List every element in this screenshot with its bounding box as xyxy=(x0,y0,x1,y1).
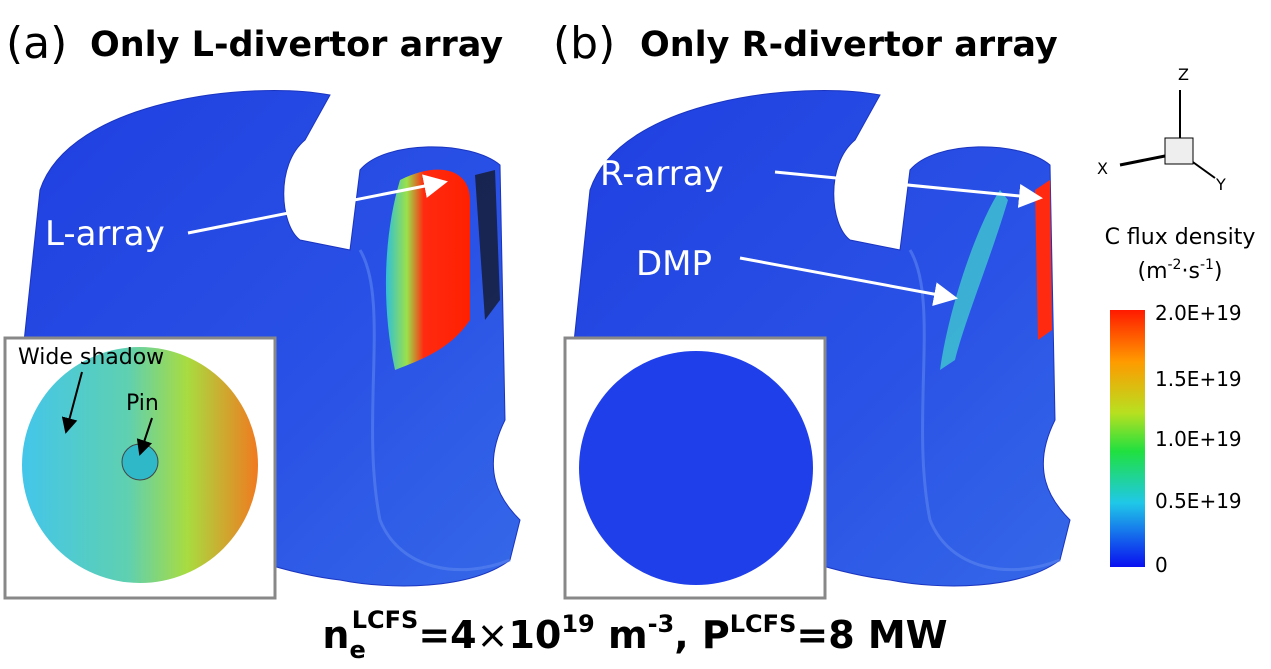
annotation: L-array xyxy=(45,214,165,254)
colorbar-label: 0 xyxy=(1155,553,1168,577)
flux-band xyxy=(1035,180,1052,340)
text-part: =8 MW xyxy=(796,613,947,657)
arrow xyxy=(136,417,153,456)
text-part: -1 xyxy=(1200,257,1214,273)
caption: neLCFS=4×1019 m-3, PLCFS=8 MW xyxy=(322,606,947,664)
panel-label: (a) xyxy=(6,18,67,69)
annotation: Pin xyxy=(126,391,159,416)
text-part: n xyxy=(322,613,349,657)
text-part: m xyxy=(595,613,648,657)
disc xyxy=(579,351,813,585)
colorbar-label: 1.0E+19 xyxy=(1155,427,1242,451)
panel-title: Only L-divertor array xyxy=(90,25,503,65)
arrow xyxy=(739,256,958,306)
axis-label: Y xyxy=(1215,175,1226,194)
colorbar-title: C flux density xyxy=(1105,225,1256,250)
colorbar-unit: (m-2·s-1) xyxy=(1137,257,1222,284)
pin xyxy=(121,443,159,481)
panel-label: (b) xyxy=(553,18,615,69)
arrow xyxy=(61,371,83,434)
flux-band xyxy=(385,169,470,370)
text-part: -2 xyxy=(1168,257,1182,273)
text-part: ·s xyxy=(1181,259,1199,284)
text-part: , P xyxy=(674,613,730,657)
axis-label: X xyxy=(1097,159,1108,178)
annotation: DMP xyxy=(636,244,712,284)
colorbar-label: 2.0E+19 xyxy=(1155,301,1242,325)
text-part: ) xyxy=(1214,259,1223,284)
colorbar-label: 0.5E+19 xyxy=(1155,489,1242,513)
text-part: (m xyxy=(1137,259,1167,284)
annotation: R-array xyxy=(600,154,724,194)
axes-icon xyxy=(1119,90,1216,179)
text-part: -3 xyxy=(648,610,675,638)
axis-label: Z xyxy=(1178,65,1189,84)
annotation: Wide shadow xyxy=(18,345,164,370)
colorbar-label: 1.5E+19 xyxy=(1155,367,1242,391)
text-part: × xyxy=(477,613,509,657)
colorbar xyxy=(1110,310,1145,567)
text-part: 10 xyxy=(508,613,561,657)
panel-title: Only R-divertor array xyxy=(640,25,1058,65)
flux-band xyxy=(940,190,1008,370)
text-part: =4 xyxy=(418,613,476,657)
text-part: e xyxy=(349,636,365,664)
text-part: LCFS xyxy=(352,606,419,634)
arrow xyxy=(187,174,448,235)
divertor xyxy=(475,170,500,320)
text-part: LCFS xyxy=(730,610,797,638)
arrow xyxy=(774,170,1043,208)
text-part: 19 xyxy=(561,610,594,638)
